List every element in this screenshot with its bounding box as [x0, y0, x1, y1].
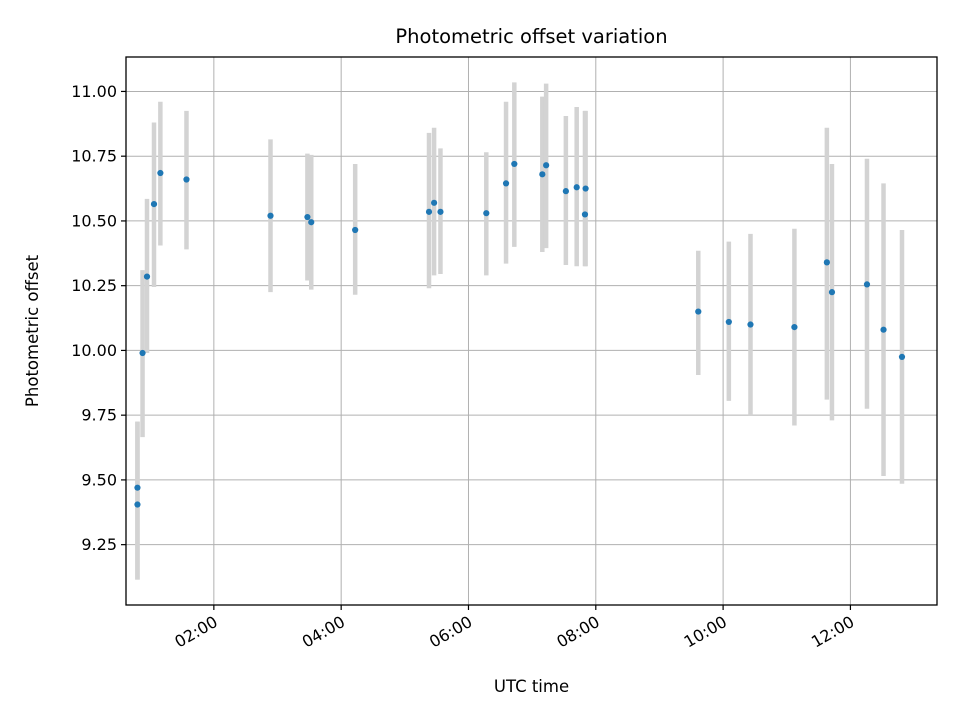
data-point: [143, 273, 151, 280]
y-tick-label: 9.50: [81, 470, 117, 489]
y-tick-label: 11.00: [71, 82, 117, 101]
data-point: [352, 226, 359, 234]
y-tick-label: 10.50: [71, 211, 117, 230]
data-point: [511, 160, 518, 168]
data-point: [539, 171, 546, 178]
data-point: [581, 211, 589, 218]
data-point: [425, 208, 433, 215]
data-point: [880, 326, 887, 333]
data-point: [267, 212, 274, 219]
data-point: [150, 201, 158, 208]
data-point: [502, 180, 510, 187]
data-point: [157, 169, 164, 177]
chart-title: Photometric offset variation: [395, 25, 667, 48]
data-point: [863, 281, 871, 288]
y-axis-ticks: 9.25 9.50 9.75 10.00 10.25 10.50 10.75 11.00: [71, 82, 126, 554]
y-tick-label: 10.75: [71, 147, 117, 166]
axes-frame: [125, 56, 938, 606]
data-point: [304, 213, 311, 221]
data-point: [573, 184, 580, 191]
data-point: [725, 318, 732, 326]
grid: [126, 57, 937, 605]
data-point: [134, 501, 141, 508]
data-point: [898, 353, 906, 360]
y-tick-label: 9.75: [81, 406, 117, 425]
data-point: [134, 484, 141, 491]
data-point: [791, 324, 798, 331]
y-tick-label: 10.00: [71, 341, 117, 360]
data-point: [483, 210, 490, 217]
data-point: [582, 185, 589, 192]
y-tick-label: 9.25: [81, 535, 117, 554]
data-point: [183, 176, 190, 183]
data-point: [562, 188, 569, 195]
data-point: [139, 349, 146, 357]
data-point: [747, 321, 754, 328]
data-points: [134, 160, 906, 508]
y-axis-label: Photometric offset: [23, 254, 42, 407]
y-tick-label: 10.25: [71, 276, 117, 295]
data-point: [543, 162, 550, 169]
data-point: [828, 289, 836, 296]
data-point: [308, 219, 315, 226]
data-point: [823, 259, 830, 266]
data-point: [431, 199, 438, 206]
x-axis-label: UTC time: [494, 677, 569, 696]
data-point: [695, 308, 702, 315]
data-point: [437, 208, 444, 215]
